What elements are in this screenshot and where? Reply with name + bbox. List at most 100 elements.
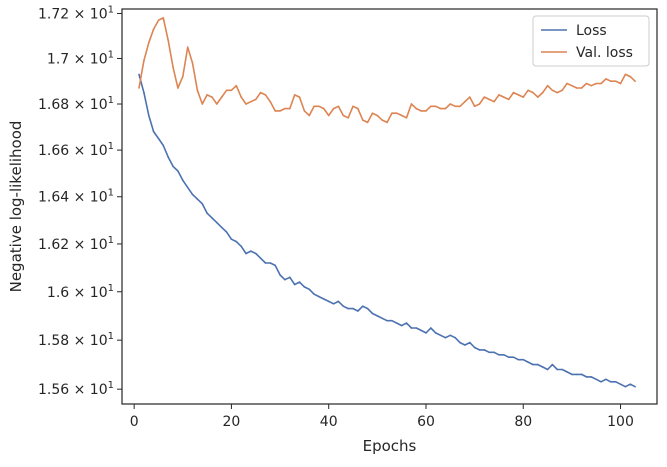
data-point bbox=[352, 307, 354, 310]
data-point bbox=[196, 89, 199, 92]
data-point bbox=[546, 84, 549, 87]
y-tick-label: 1.58 × 101 bbox=[38, 331, 114, 349]
data-point bbox=[162, 144, 165, 147]
data-point bbox=[332, 303, 335, 305]
data-point bbox=[425, 332, 427, 334]
data-point bbox=[498, 354, 500, 356]
data-point bbox=[561, 89, 563, 92]
data-point bbox=[255, 252, 257, 255]
data-point bbox=[264, 94, 267, 96]
x-tick-label: 40 bbox=[320, 414, 338, 430]
data-point bbox=[600, 82, 602, 85]
data-point bbox=[386, 319, 388, 322]
data-point bbox=[571, 373, 573, 376]
data-point bbox=[532, 363, 534, 366]
data-point bbox=[507, 98, 510, 101]
data-point bbox=[551, 89, 554, 92]
legend-box bbox=[532, 15, 650, 67]
data-point bbox=[230, 89, 233, 92]
data-point bbox=[177, 170, 179, 172]
data-point bbox=[264, 262, 267, 264]
data-point bbox=[464, 344, 466, 346]
data-point bbox=[182, 75, 184, 78]
data-point bbox=[347, 117, 350, 119]
data-point bbox=[220, 226, 223, 229]
data-point bbox=[357, 310, 359, 312]
data-point bbox=[454, 105, 457, 108]
data-point bbox=[366, 307, 369, 310]
data-point bbox=[274, 264, 277, 267]
x-axis-label: Epochs bbox=[363, 437, 417, 455]
data-point bbox=[235, 240, 238, 243]
data-point bbox=[493, 100, 495, 103]
data-point bbox=[303, 110, 306, 112]
data-point bbox=[610, 80, 612, 82]
data-point bbox=[527, 361, 529, 363]
data-point bbox=[152, 130, 155, 133]
series-val-loss bbox=[138, 17, 636, 124]
data-point bbox=[439, 107, 442, 110]
data-point bbox=[201, 103, 204, 105]
data-point bbox=[318, 105, 320, 108]
data-point bbox=[469, 341, 471, 344]
data-point bbox=[473, 105, 476, 108]
data-point bbox=[459, 341, 461, 344]
x-tick-label: 100 bbox=[607, 414, 634, 430]
data-point bbox=[381, 317, 384, 320]
data-point bbox=[337, 105, 340, 108]
data-point bbox=[478, 103, 481, 105]
data-point bbox=[619, 82, 622, 85]
data-point bbox=[366, 121, 369, 124]
data-point bbox=[449, 334, 452, 337]
data-point bbox=[269, 100, 272, 103]
data-point bbox=[624, 385, 627, 388]
data-point bbox=[186, 186, 189, 189]
y-tick-label: 1.56 × 101 bbox=[38, 380, 114, 398]
data-point bbox=[332, 107, 335, 110]
data-point bbox=[624, 73, 627, 76]
data-point bbox=[566, 82, 568, 85]
data-point bbox=[381, 119, 384, 121]
y-axis-label: Negative log-likelihood bbox=[7, 121, 25, 293]
data-point bbox=[415, 327, 418, 329]
data-point bbox=[527, 89, 529, 92]
data-point bbox=[279, 110, 281, 112]
series-loss bbox=[138, 73, 636, 388]
data-point bbox=[464, 100, 466, 103]
data-point bbox=[517, 94, 520, 96]
y-axis-ticks: 1.56 × 101 1.58 × 101 1.6 × 101 1.62 × 101 1… bbox=[38, 4, 122, 398]
data-point bbox=[362, 119, 364, 121]
data-point bbox=[522, 358, 525, 361]
data-point bbox=[405, 117, 408, 119]
x-tick-label: 80 bbox=[514, 414, 532, 430]
legend-label: Loss bbox=[576, 23, 607, 39]
data-point bbox=[546, 368, 549, 371]
data-point bbox=[167, 156, 169, 158]
data-point bbox=[143, 59, 145, 62]
data-point bbox=[225, 231, 228, 233]
data-point bbox=[216, 221, 218, 224]
y-tick-label: 1.68 × 101 bbox=[38, 95, 114, 113]
data-point bbox=[585, 82, 588, 85]
data-point bbox=[537, 363, 539, 366]
data-point bbox=[420, 329, 422, 332]
data-point bbox=[551, 363, 554, 366]
data-point bbox=[157, 137, 160, 140]
data-point bbox=[259, 91, 262, 94]
data-point bbox=[434, 105, 437, 108]
data-point bbox=[634, 80, 636, 82]
data-point bbox=[167, 39, 169, 42]
x-tick-label: 20 bbox=[223, 414, 241, 430]
data-point bbox=[308, 288, 311, 291]
data-point bbox=[488, 98, 491, 101]
data-point bbox=[600, 381, 602, 383]
data-point bbox=[493, 351, 495, 354]
data-point bbox=[400, 324, 403, 327]
data-point bbox=[342, 305, 345, 308]
data-point bbox=[211, 96, 213, 98]
data-point bbox=[303, 286, 306, 288]
data-point bbox=[415, 107, 418, 110]
data-point bbox=[196, 198, 199, 200]
data-point bbox=[152, 28, 155, 31]
